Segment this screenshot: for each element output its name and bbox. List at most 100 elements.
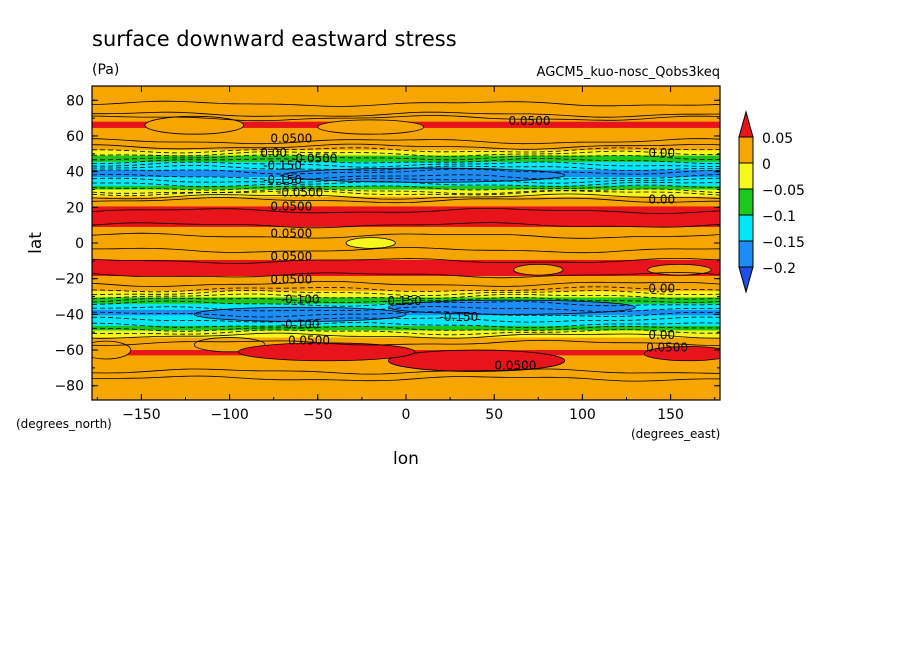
negative-contour-line bbox=[92, 190, 720, 197]
band-cell bbox=[92, 380, 720, 382]
band-cell bbox=[92, 330, 720, 332]
negative-contour-line bbox=[92, 293, 720, 300]
band-cell bbox=[92, 196, 720, 199]
contour-label: 0.00 bbox=[648, 192, 675, 206]
band-cell bbox=[92, 336, 720, 339]
band-cell bbox=[92, 119, 720, 122]
band-cell bbox=[92, 217, 720, 219]
x-tick-label: 50 bbox=[485, 407, 503, 423]
band-cell bbox=[92, 247, 720, 249]
band-cell bbox=[92, 133, 720, 135]
band-cell bbox=[92, 338, 720, 340]
band-cell bbox=[92, 226, 720, 228]
contour-line bbox=[92, 111, 720, 118]
band-cell bbox=[92, 162, 720, 165]
band-cell bbox=[92, 386, 720, 389]
band-cell bbox=[92, 272, 720, 274]
band-cell bbox=[92, 134, 720, 136]
band-cell bbox=[92, 316, 720, 318]
band-cell bbox=[92, 291, 720, 293]
band-cell bbox=[92, 221, 720, 224]
band-cell bbox=[92, 100, 720, 102]
contour-line bbox=[92, 193, 720, 200]
negative-contour-line bbox=[92, 306, 720, 313]
band-cell bbox=[92, 155, 720, 158]
band-cell bbox=[92, 132, 720, 134]
contour-label: 0.0500 bbox=[646, 340, 688, 354]
band-cell bbox=[92, 214, 720, 216]
y-tick-label: −20 bbox=[54, 272, 84, 288]
band-cell bbox=[92, 235, 720, 238]
band-cell bbox=[92, 242, 720, 244]
contour-region bbox=[387, 299, 636, 315]
band-cell bbox=[92, 318, 720, 321]
band-cell bbox=[92, 276, 720, 279]
band-cell bbox=[92, 117, 720, 119]
negative-contour-line bbox=[92, 311, 720, 318]
contour-label: -0.0500 bbox=[291, 151, 337, 165]
band-cell bbox=[92, 259, 720, 262]
band-cell bbox=[92, 94, 720, 97]
band-cell bbox=[92, 145, 720, 148]
band-cell bbox=[92, 151, 720, 153]
band-cell bbox=[92, 101, 720, 103]
band-cell bbox=[92, 140, 720, 142]
band-cell bbox=[92, 158, 720, 160]
band-cell bbox=[92, 243, 720, 245]
band-cell bbox=[92, 281, 720, 283]
band-cell bbox=[92, 259, 720, 261]
x-tick-label: −50 bbox=[303, 407, 333, 423]
band-cell bbox=[92, 182, 720, 184]
band-cell bbox=[92, 391, 720, 393]
band-cell bbox=[92, 344, 720, 347]
band-cell bbox=[92, 301, 720, 304]
band-cell bbox=[92, 160, 720, 163]
y-axis-label: lat bbox=[26, 232, 46, 254]
band-cell bbox=[92, 260, 720, 263]
band-cell bbox=[92, 183, 720, 185]
band-cell bbox=[92, 252, 720, 255]
band-cell bbox=[92, 216, 720, 218]
negative-contour-line bbox=[92, 181, 720, 188]
band-cell bbox=[92, 328, 720, 331]
band-cell bbox=[92, 250, 720, 252]
negative-contour-line bbox=[92, 154, 720, 161]
band-cell bbox=[92, 238, 720, 241]
band-cell bbox=[92, 93, 720, 95]
negative-contour-line bbox=[92, 165, 720, 171]
band-cell bbox=[92, 271, 720, 274]
contour-line bbox=[92, 115, 720, 122]
band-cell bbox=[92, 292, 720, 294]
band-cell bbox=[92, 339, 720, 341]
x-tick-label: 100 bbox=[569, 407, 596, 423]
band-cell bbox=[92, 370, 720, 373]
band-cell bbox=[92, 314, 720, 316]
band-cell bbox=[92, 388, 720, 390]
colorbar-label: −0.2 bbox=[762, 261, 796, 277]
contour-label: 0.00 bbox=[648, 146, 675, 160]
band-cell bbox=[92, 261, 720, 264]
band-cell bbox=[92, 209, 720, 211]
band-cell bbox=[92, 379, 720, 381]
band-cell bbox=[92, 274, 720, 276]
band-cell bbox=[92, 296, 720, 299]
contour-label: -0.100 bbox=[281, 292, 320, 306]
contour-line bbox=[92, 332, 720, 339]
band-cell bbox=[92, 265, 720, 267]
band-cell bbox=[92, 185, 720, 187]
band-cell bbox=[92, 116, 720, 118]
band-cell bbox=[92, 387, 720, 390]
band-cell bbox=[92, 375, 720, 378]
band-cell bbox=[92, 280, 720, 282]
band-cell bbox=[92, 205, 720, 208]
band-cell bbox=[92, 112, 720, 115]
band-cell bbox=[92, 367, 720, 370]
contour-line bbox=[92, 258, 720, 264]
band-cell bbox=[92, 262, 720, 265]
band-cell bbox=[92, 184, 720, 186]
band-cell bbox=[92, 329, 720, 332]
band-cell bbox=[92, 251, 720, 254]
band-cell bbox=[92, 232, 720, 234]
band-cell bbox=[92, 333, 720, 335]
band-cell bbox=[92, 382, 720, 384]
